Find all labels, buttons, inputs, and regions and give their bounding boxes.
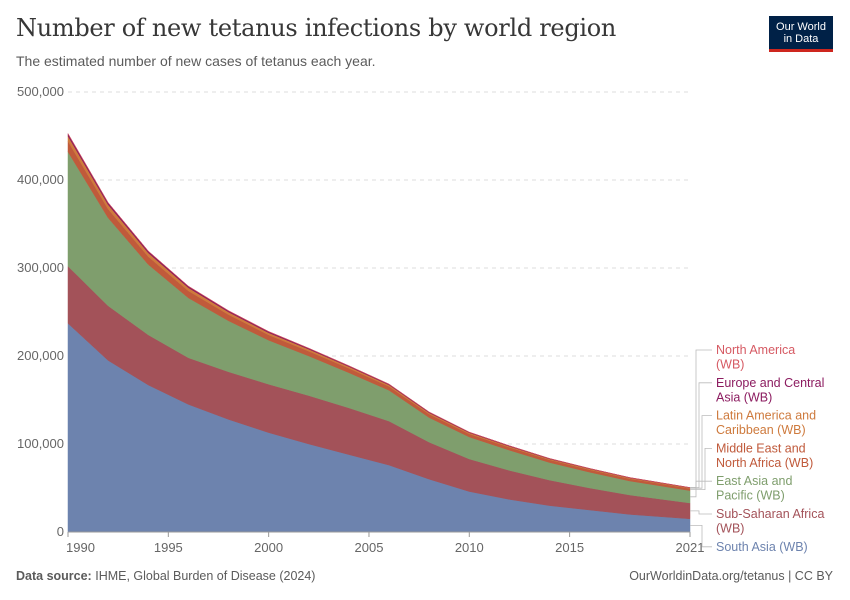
legend-label-line: Asia (WB) (716, 390, 772, 404)
logo-line-1: Our World (776, 21, 826, 33)
y-tick-label: 200,000 (17, 348, 64, 363)
legend-label: Middle East and North Africa (WB) (716, 441, 813, 470)
legend-label-line: Middle East and (716, 441, 806, 455)
data-source-text[interactable]: IHME, Global Burden of Disease (2024) (95, 569, 316, 583)
legend-label-line: Europe and Central (716, 376, 824, 390)
area-series (67, 132, 691, 533)
y-axis: 0 100,000 200,000 300,000 400,000 500,000 (17, 84, 64, 539)
chart-subtitle: The estimated number of new cases of tet… (16, 53, 376, 69)
legend-connector (690, 480, 712, 498)
legend-label: Sub-Saharan Africa (WB) (716, 507, 824, 536)
logo-line-2: in Data (783, 33, 819, 45)
chart-title: Number of new tetanus infections by worl… (16, 14, 617, 42)
y-tick-label: 500,000 (17, 84, 64, 99)
data-source: Data source: IHME, Global Burden of Dise… (16, 569, 315, 583)
legend-label-line: North America (716, 343, 795, 357)
legend-label: Latin America and Caribbean (WB) (716, 409, 816, 438)
x-axis: 1990 1995 2000 2005 2010 2015 2021 (66, 531, 705, 555)
legend-label-line: (WB) (716, 358, 744, 372)
legend-label: North America (WB) (716, 343, 795, 372)
legend-label-line: Caribbean (WB) (716, 423, 806, 437)
legend-label-line: South Asia (WB) (716, 540, 808, 554)
owid-link[interactable]: OurWorldinData.org/tetanus | CC BY (629, 569, 833, 583)
data-source-label: Data source: (16, 569, 92, 583)
y-tick-label: 100,000 (17, 436, 64, 451)
x-tick-label: 2021 (676, 540, 705, 555)
owid-logo[interactable]: Our World in Data (769, 16, 833, 52)
legend-connector (690, 382, 712, 489)
y-tick-label: 0 (57, 524, 64, 539)
x-tick-label: 2015 (555, 540, 584, 555)
legend-connector (690, 448, 712, 490)
legend: North America (WB)Europe and Central Asia … (690, 343, 824, 554)
x-tick-label: 1995 (154, 540, 183, 555)
x-tick-label: 1990 (66, 540, 95, 555)
legend-label-line: Sub-Saharan Africa (716, 507, 824, 521)
legend-connector (690, 525, 712, 548)
y-tick-label: 400,000 (17, 172, 64, 187)
legend-label-line: Pacific (WB) (716, 489, 785, 503)
legend-label-line: Latin America and (716, 409, 816, 423)
legend-label: East Asia and Pacific (WB) (716, 474, 792, 503)
legend-label-line: (WB) (716, 522, 744, 536)
x-tick-label: 2000 (254, 540, 283, 555)
y-tick-label: 300,000 (17, 260, 64, 275)
x-tick-label: 2010 (455, 540, 484, 555)
legend-connector (690, 510, 712, 515)
x-tick-label: 2005 (355, 540, 384, 555)
legend-connector (690, 349, 712, 488)
legend-label: Europe and Central Asia (WB) (716, 376, 824, 405)
legend-connector (690, 415, 712, 489)
legend-label-line: East Asia and (716, 474, 792, 488)
legend-label: South Asia (WB) (716, 540, 808, 554)
legend-label-line: North Africa (WB) (716, 456, 813, 470)
